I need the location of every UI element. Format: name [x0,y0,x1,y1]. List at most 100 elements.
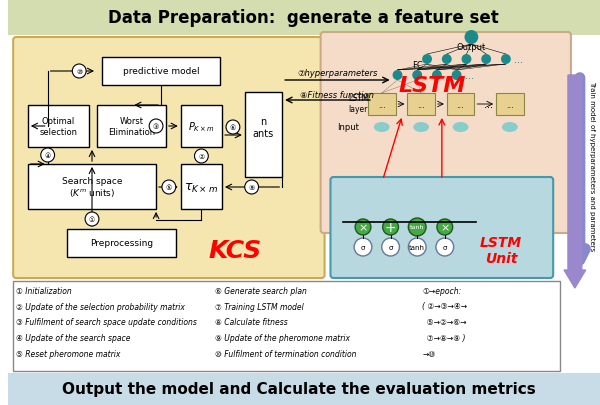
Text: $\tau_{K\times m}$: $\tau_{K\times m}$ [184,181,218,194]
Text: Input: Input [337,123,359,132]
Text: ② Update of the selection probability matrix: ② Update of the selection probability ma… [16,302,185,311]
Text: ③ Fulfilment of search space update conditions: ③ Fulfilment of search space update cond… [16,318,197,327]
Bar [28,164,156,209]
Text: Search space
$(K^m$ units$)$: Search space $(K^m$ units$)$ [62,176,122,199]
Text: n
ants: n ants [253,117,274,139]
Text: ⑦→⑧→⑨ ): ⑦→⑧→⑨ ) [422,334,466,343]
Circle shape [73,65,86,79]
Circle shape [354,239,372,256]
Circle shape [501,55,511,65]
Bar [8,373,599,405]
Text: tanh: tanh [409,244,425,250]
Bar [102,58,220,86]
Circle shape [383,220,398,235]
Ellipse shape [413,123,429,133]
Text: ⑩: ⑩ [76,69,82,75]
Text: Optimal
selection: Optimal selection [40,117,77,136]
Text: ②: ② [198,153,205,160]
Text: Output the model and Calculate the evaluation metrics: Output the model and Calculate the evalu… [62,382,536,396]
Text: ...: ... [417,100,425,109]
Bar [181,106,222,148]
Text: LSTM
Unit: LSTM Unit [480,235,522,265]
Text: ...: ... [465,71,474,81]
Bar [496,94,524,116]
Text: ⑨: ⑨ [248,185,255,190]
Circle shape [85,213,99,226]
Text: ⑥ Generate search plan: ⑥ Generate search plan [215,286,307,295]
Circle shape [442,55,452,65]
Text: ⑧ Calculate fitness: ⑧ Calculate fitness [215,318,288,327]
Bar [245,93,282,177]
Text: $P_{K\times m}$: $P_{K\times m}$ [188,120,215,134]
Text: σ: σ [388,244,393,250]
Text: ...: ... [514,55,523,65]
Circle shape [409,239,426,256]
Text: ⑧Fitness function: ⑧Fitness function [301,90,374,99]
Circle shape [436,239,454,256]
Text: ⑦ Training LSTM model: ⑦ Training LSTM model [215,302,304,311]
Bar [407,94,435,116]
Circle shape [162,181,176,194]
Bar [28,106,89,148]
Text: Output: Output [457,43,486,52]
Bar [447,94,475,116]
Circle shape [245,181,259,194]
Text: LSTM: LSTM [398,76,466,96]
Text: ...: ... [506,100,514,109]
Text: ...: ... [378,100,386,109]
Text: σ: σ [443,244,447,250]
Circle shape [452,71,461,81]
Circle shape [464,31,478,45]
Bar [368,94,395,116]
Ellipse shape [452,123,469,133]
Text: ⑩ Fulfilment of termination condition: ⑩ Fulfilment of termination condition [215,350,356,358]
Text: +: + [385,220,397,234]
Circle shape [392,71,403,81]
Text: ×: × [358,222,368,232]
FancyArrow shape [564,76,586,288]
FancyBboxPatch shape [13,38,325,278]
Circle shape [409,218,426,237]
Ellipse shape [502,123,518,133]
Text: Train model of hyperparameters and parameters: Train model of hyperparameters and param… [589,81,595,251]
Circle shape [382,239,400,256]
Circle shape [412,71,422,81]
Circle shape [422,55,432,65]
Text: ...: ... [457,100,464,109]
Text: Data Preparation:  generate a feature set: Data Preparation: generate a feature set [109,9,499,27]
Text: Worst
Elimination: Worst Elimination [108,117,155,136]
Text: ( ②→③→④→: ( ②→③→④→ [422,302,467,311]
Text: ③: ③ [153,124,159,130]
Bar [181,164,222,209]
Text: FC: FC [412,61,422,70]
Circle shape [461,55,472,65]
FancyBboxPatch shape [320,33,571,233]
Circle shape [194,149,208,164]
Text: ×: × [440,222,449,232]
Circle shape [226,121,240,135]
Ellipse shape [374,123,389,133]
Text: KCS: KCS [208,239,262,262]
Text: tanh: tanh [410,225,424,230]
Text: σ: σ [361,244,365,250]
Text: LSTM
layer: LSTM layer [348,94,368,113]
Text: ④: ④ [44,153,51,159]
Text: ①: ① [89,216,95,222]
Bar [8,0,599,36]
Circle shape [355,220,371,235]
Text: ④ Update of the search space: ④ Update of the search space [16,334,131,343]
FancyBboxPatch shape [331,177,553,278]
Text: ...: ... [484,100,493,110]
Text: ⑤ Reset pheromone matrix: ⑤ Reset pheromone matrix [16,350,121,358]
Circle shape [149,120,163,134]
Text: ⑦hyperparameters: ⑦hyperparameters [297,69,377,78]
Bar [97,106,166,148]
Text: ⑤→②→⑥→: ⑤→②→⑥→ [422,318,467,327]
Circle shape [481,55,491,65]
Text: ⑥: ⑥ [230,125,236,131]
Text: ① Initialization: ① Initialization [16,286,72,295]
Text: predictive model: predictive model [122,67,199,76]
Circle shape [41,149,55,162]
Circle shape [437,220,452,235]
Text: ①→epoch:: ①→epoch: [422,286,461,295]
